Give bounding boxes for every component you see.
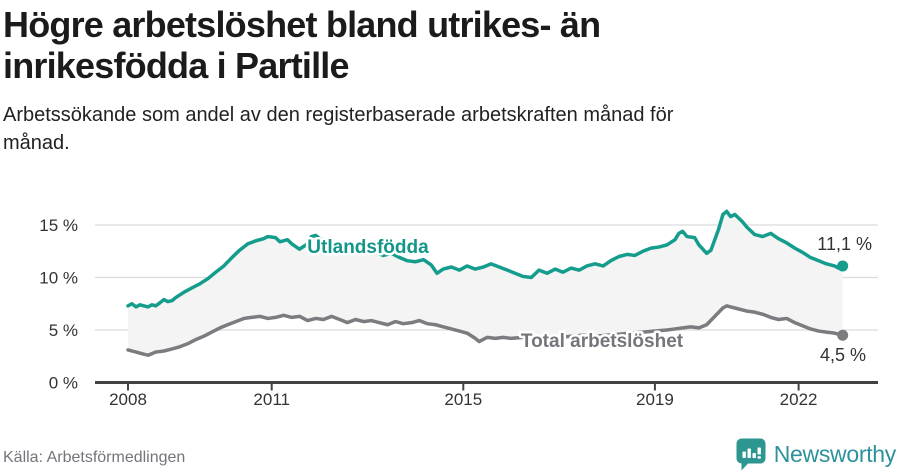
x-tick-label: 2015: [444, 390, 482, 409]
y-tick-label: 10 %: [39, 269, 78, 288]
chart-header: Högre arbetslöshet bland utrikes- än inri…: [3, 4, 883, 157]
page-subtitle-line1: Arbetssökande som andel av den registerb…: [3, 104, 674, 126]
between-series-band: [128, 211, 843, 356]
series-line-0: [126, 209, 845, 309]
series-end-dot-0: [837, 260, 849, 272]
x-tick-label: 2011: [253, 390, 290, 409]
page-title: Högre arbetslöshet bland utrikes- än inri…: [3, 4, 883, 86]
series-end-dot-1: [837, 329, 849, 341]
x-tick-label: 2022: [780, 390, 818, 409]
page-title-line1: Högre arbetslöshet bland utrikes- än: [3, 4, 601, 45]
series-line-1: [126, 304, 845, 357]
page-subtitle: Arbetssökande som andel av den registerb…: [3, 101, 883, 157]
y-tick-label: 15 %: [39, 216, 78, 235]
x-tick-label: 2008: [109, 390, 147, 409]
x-tick-label: 2019: [636, 390, 674, 409]
end-value-label-0: 11,1 %: [817, 234, 872, 254]
y-tick-label: 5 %: [49, 321, 78, 340]
newsworthy-brand-name: Newsworthy: [773, 441, 897, 467]
newsworthy-speech-bubble-bar-chart-icon: [736, 438, 766, 471]
newsworthy-logo[interactable]: Newsworthy: [736, 438, 896, 471]
page-subtitle-line2: månad.: [3, 132, 70, 154]
series-label-1: Total arbetslöshet: [521, 331, 684, 352]
end-value-label-1: 4,5 %: [820, 345, 866, 365]
y-tick-label: 0 %: [49, 374, 78, 393]
page-title-line2: inrikesfödda i Partille: [3, 45, 350, 86]
source-note: Källa: Arbetsförmedlingen: [3, 449, 186, 466]
series-label-0: Utlandsfödda: [307, 237, 429, 258]
